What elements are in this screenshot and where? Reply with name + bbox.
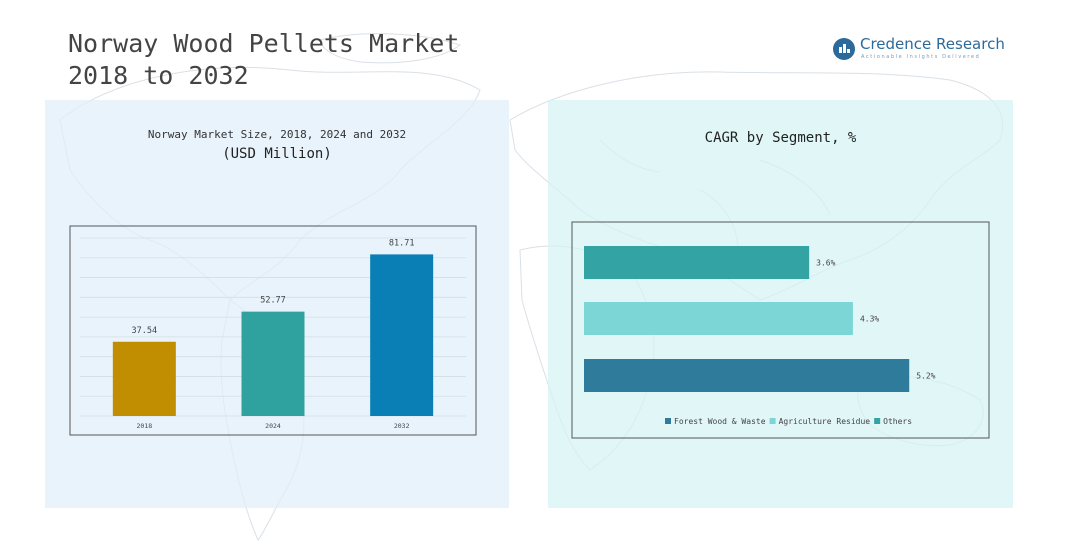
logo-name: Credence Research xyxy=(860,35,1005,53)
market-size-chart-title: Norway Market Size, 2018, 2024 and 2032 xyxy=(147,128,407,141)
legend-swatch xyxy=(874,418,881,424)
market-size-chart-subtitle: (USD Million) xyxy=(222,146,332,162)
bar-2018 xyxy=(112,341,176,416)
company-logo: Credence Research Actionable Insights De… xyxy=(832,35,1005,65)
hbar-forest-wood-waste xyxy=(584,359,910,392)
legend-swatch xyxy=(665,418,671,424)
cagr-panel: CAGR by Segment, % 3.6% 4.3% 5.2% Forest Wo… xyxy=(548,100,1013,508)
hbar-value-label: 5.2% xyxy=(916,372,935,381)
legend-label: Agriculture Residue xyxy=(779,417,871,426)
cagr-horizontal-bar-chart: 3.6% 4.3% 5.2% Forest Wood & Waste Agricultu… xyxy=(571,221,990,439)
legend-swatch xyxy=(769,418,776,424)
market-size-bar-chart: 37.54 2018 52.77 2024 81.71 2032 xyxy=(69,225,477,436)
hbar-others xyxy=(584,246,810,279)
bar-2024 xyxy=(241,311,305,416)
page-title: Norway Wood Pellets Market 2018 to 2032 xyxy=(68,29,460,90)
x-tick-label: 2032 xyxy=(394,422,410,430)
plot-frame xyxy=(571,221,990,439)
bar-2032 xyxy=(370,254,434,416)
bar-value-label: 37.54 xyxy=(132,326,158,336)
hbar-agriculture-residue xyxy=(584,302,853,335)
hbar-value-label: 4.3% xyxy=(860,315,879,324)
bar-value-label: 52.77 xyxy=(260,296,286,306)
legend-label: Forest Wood & Waste xyxy=(674,417,766,426)
bar-value-label: 81.71 xyxy=(389,238,415,248)
legend-label: Others xyxy=(883,417,912,426)
x-tick-label: 2024 xyxy=(265,422,281,430)
logo-tagline: Actionable Insights Delivered xyxy=(861,54,981,60)
plot-frame xyxy=(69,225,477,436)
x-tick-label: 2018 xyxy=(137,422,153,430)
cagr-chart-title: CAGR by Segment, % xyxy=(704,130,857,146)
hbar-value-label: 3.6% xyxy=(816,259,835,268)
credence-logo-icon xyxy=(833,38,855,60)
market-size-panel: Norway Market Size, 2018, 2024 and 2032 … xyxy=(45,100,509,508)
